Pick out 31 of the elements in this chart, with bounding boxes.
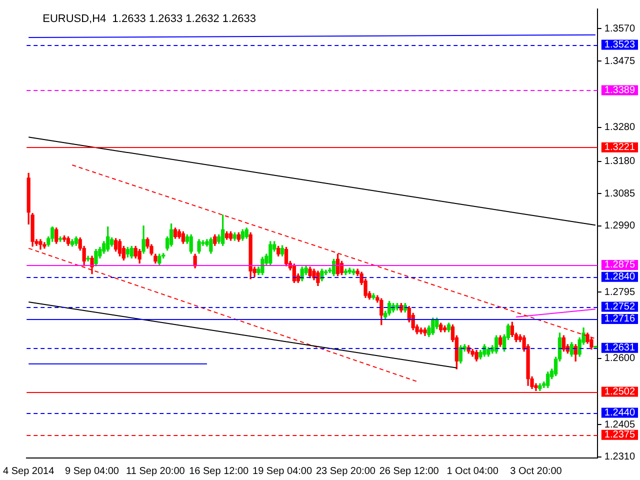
x-tick-label: 19 Sep 04:00 — [252, 466, 312, 477]
ref-line-label: 1.2840 — [604, 272, 636, 283]
x-tick-label: 16 Sep 12:00 — [189, 466, 250, 477]
x-tick-label: 1 Oct 04:00 — [446, 466, 499, 477]
ref-line-label: 1.2631 — [604, 342, 636, 354]
ref-line-label: 1.2440 — [604, 408, 636, 419]
x-tick-label: 9 Sep 04:00 — [65, 466, 120, 477]
x-tick-label: 4 Sep 2014 — [3, 466, 55, 477]
y-tick-label: 1.2405 — [604, 419, 636, 430]
y-tick-label: 1.2990 — [604, 220, 636, 232]
y-tick-label: 1.3280 — [604, 122, 636, 134]
ref-line-label: 1.3523 — [604, 39, 636, 50]
y-tick-label: 1.3475 — [604, 56, 636, 67]
chart-title: EURUSD,H4 1.2633 1.2633 1.2632 1.2633 — [42, 13, 256, 26]
y-tick-label: 1.3180 — [604, 156, 636, 168]
y-tick-label: 1.3570 — [604, 23, 636, 34]
x-tick-label: 26 Sep 12:00 — [379, 466, 440, 477]
x-tick-label: 23 Sep 20:00 — [316, 466, 376, 477]
ref-line-label: 1.3389 — [604, 84, 636, 96]
ref-line-label: 1.2375 — [604, 430, 636, 441]
y-tick-label: 1.2795 — [604, 286, 636, 298]
ref-line-label: 1.2752 — [604, 301, 636, 312]
ref-line-label: 1.2716 — [604, 314, 636, 325]
x-tick-label: 11 Sep 20:00 — [126, 466, 186, 477]
y-tick-label: 1.2600 — [604, 353, 636, 364]
y-tick-label: 1.3085 — [604, 188, 636, 200]
ref-line-label: 1.2502 — [604, 386, 636, 398]
x-tick-label: 3 Oct 20:00 — [510, 466, 562, 477]
ref-line-label: 1.3221 — [604, 142, 636, 154]
ref-line-label: 1.2875 — [604, 260, 636, 271]
y-tick-label: 1.2310 — [604, 452, 636, 463]
